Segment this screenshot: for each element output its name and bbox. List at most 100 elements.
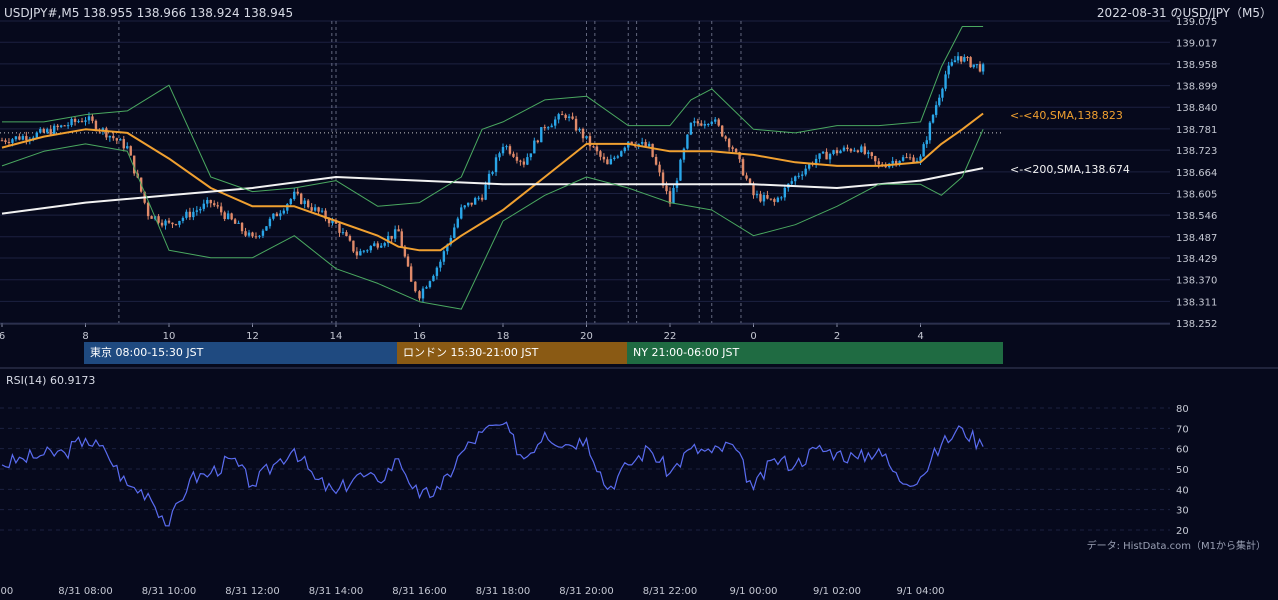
- candle-body: [776, 197, 780, 202]
- candle-body: [849, 149, 853, 152]
- candle-body: [432, 275, 435, 282]
- candle-body: [373, 243, 376, 247]
- candle-body: [522, 161, 526, 165]
- candle-body: [484, 184, 487, 200]
- candle-body: [856, 150, 860, 152]
- candle-body: [35, 132, 38, 138]
- candle-body: [512, 153, 515, 157]
- candle-body: [306, 200, 310, 208]
- candle-body: [418, 291, 421, 299]
- data-source-note: データ: HistData.com（M1から集計）: [1087, 539, 1266, 552]
- candle-body: [390, 235, 393, 239]
- hour-tick-label: 14: [330, 331, 343, 342]
- candle-body: [526, 157, 529, 165]
- candle-body: [178, 220, 181, 225]
- rsi-tick-label: 60: [1176, 445, 1189, 456]
- candle-body: [557, 114, 560, 120]
- candle-body: [860, 146, 863, 152]
- candle-body: [874, 156, 877, 162]
- candle-body: [46, 129, 49, 133]
- datetime-tick-label: 8/31 22:00: [643, 586, 697, 597]
- candle-body: [731, 147, 734, 149]
- candle-body: [835, 150, 839, 154]
- candle-body: [717, 119, 720, 126]
- candle-body: [963, 57, 966, 62]
- sma200-label: <-<200,SMA,138.674: [1010, 163, 1130, 176]
- candle-body: [233, 219, 237, 224]
- datetime-tick-label: 8/31 10:00: [142, 586, 196, 597]
- candle-body: [442, 251, 446, 262]
- candle-body: [762, 195, 766, 202]
- candle-body: [331, 219, 334, 224]
- candle-body: [254, 236, 258, 238]
- candle-body: [279, 213, 282, 217]
- candle-body: [70, 118, 73, 126]
- candle-body: [972, 64, 975, 68]
- candle-body: [199, 208, 202, 211]
- candle-body: [272, 213, 275, 219]
- candle-body: [439, 261, 442, 268]
- candle-body: [362, 250, 366, 252]
- session-london: ロンドン 15:30-21:00 JST: [397, 342, 627, 364]
- rsi-tick-label: 70: [1176, 424, 1189, 435]
- candle-body: [769, 198, 773, 200]
- candle-body: [188, 211, 192, 218]
- candle-body: [714, 119, 717, 122]
- datetime-tick-label: 9/1 04:00: [896, 586, 944, 597]
- candle-body: [724, 136, 727, 139]
- candle-body: [870, 152, 873, 157]
- candle-body: [595, 146, 599, 152]
- candle-body: [327, 218, 331, 224]
- candle-body: [296, 191, 299, 194]
- candle-body: [289, 199, 292, 205]
- candle-body: [383, 243, 386, 246]
- candle-body: [247, 232, 251, 236]
- datetime-tick-label: 9/1 00:00: [729, 586, 777, 597]
- candle-body: [341, 232, 345, 234]
- candle-body: [953, 60, 957, 63]
- candle-body: [77, 121, 80, 123]
- hour-tick-label: 22: [664, 331, 677, 342]
- candle-body: [317, 207, 320, 212]
- candle-body: [63, 125, 66, 127]
- candle-body: [73, 118, 77, 122]
- candle-body: [129, 146, 132, 156]
- candle-body: [969, 57, 972, 68]
- candle-body: [919, 156, 922, 161]
- candle-body: [508, 146, 512, 154]
- candle-body: [126, 146, 129, 149]
- candle-body: [720, 125, 724, 137]
- candle-body: [564, 114, 567, 118]
- candle-body: [741, 159, 745, 176]
- candle-body: [355, 251, 359, 256]
- candle-body: [745, 175, 748, 179]
- candle-body: [460, 207, 463, 219]
- candle-body: [766, 195, 769, 199]
- candle-body: [938, 97, 941, 106]
- candle-body: [467, 202, 470, 206]
- hour-tick-label: 4: [917, 331, 923, 342]
- price-tick-label: 138.546: [1176, 211, 1217, 222]
- candle-body: [18, 136, 21, 140]
- candle-body: [219, 206, 223, 213]
- datetime-tick-label: 8/31 14:00: [309, 586, 363, 597]
- candle-body: [581, 128, 585, 139]
- rsi-grid: [0, 407, 1170, 531]
- candle-body: [393, 229, 397, 239]
- candle-body: [682, 148, 686, 160]
- candle-body: [863, 146, 867, 154]
- candle-body: [734, 148, 738, 153]
- candle-body: [738, 152, 741, 160]
- candle-body: [146, 202, 150, 217]
- candle-body: [446, 244, 449, 252]
- candle-body: [66, 125, 70, 127]
- candle-body: [877, 161, 880, 165]
- candle-body: [313, 207, 317, 211]
- price-tick-label: 138.605: [1176, 189, 1217, 200]
- candle-body: [345, 232, 348, 236]
- sma40-label: <-<40,SMA,138.823: [1010, 109, 1123, 122]
- candle-body: [922, 144, 925, 157]
- candle-body: [966, 57, 969, 59]
- session-tokyo-label: 東京 08:00-15:30 JST: [90, 346, 204, 359]
- candle-body: [320, 210, 324, 212]
